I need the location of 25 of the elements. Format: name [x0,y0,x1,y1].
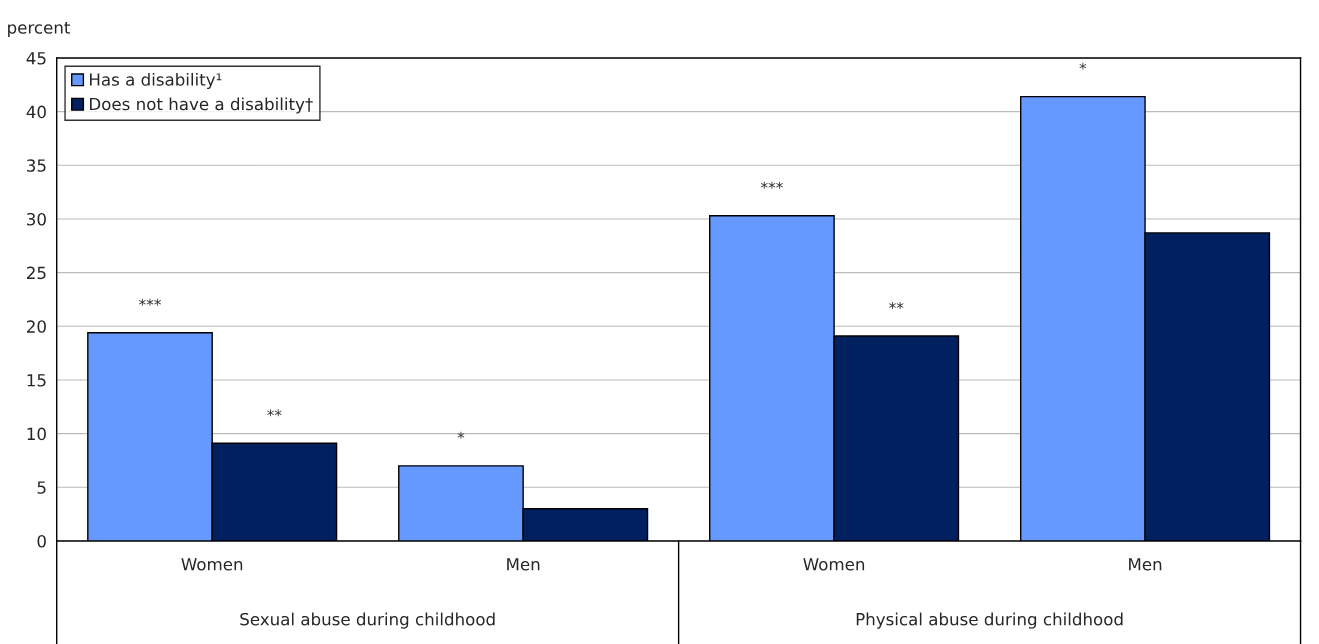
y-tick-label: 30 [27,212,46,226]
x-tick-label: Men [507,558,540,571]
y-tick-label: 0 [37,534,46,548]
y-tick-label: 35 [27,159,46,172]
y-tick-label: 40 [26,105,46,119]
legend-label: Does not have a disability† [90,97,313,114]
data-label: ** [889,301,904,309]
y-tick-label: 25 [27,266,46,280]
y-tick-label: 45 [26,52,46,65]
data-label: * [1079,62,1087,70]
y-tick-label: 5 [37,481,46,494]
data-label: *** [139,298,162,306]
data-label: ** [267,409,282,417]
y-tick-label: 20 [27,320,46,333]
data-label: *** [760,181,783,189]
y-tick-label: 15 [27,374,46,387]
x-tick-label: Women [803,558,865,571]
text: Sexual abuse during childhood [240,612,495,629]
text: Physical abuse during childhood [856,612,1123,629]
data-label: * [457,431,465,439]
x-tick-label: Women [181,558,243,571]
y-axis-title: percent [8,21,71,38]
legend-label: Has a disability¹ [90,72,222,90]
y-tick-label: 10 [27,427,46,441]
x-tick-label: Men [1129,558,1162,571]
